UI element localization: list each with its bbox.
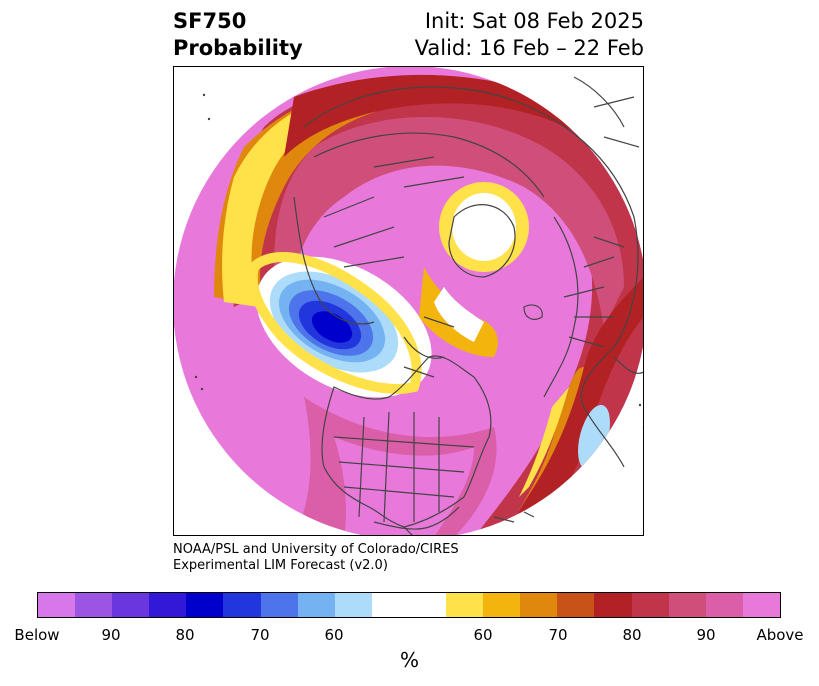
colorbar-swatch [557,593,595,617]
probability-field [174,67,643,535]
colorbar-swatch [408,593,447,617]
colorbar-swatch [446,593,484,617]
tick-label: 90 [101,626,121,644]
title-left: SF750 Probability [173,8,303,62]
colorbar-swatch [594,593,632,617]
colorbar-swatch [334,593,372,617]
colorbar-swatch [483,593,521,617]
colorbar-swatch [631,593,669,617]
title-right: Init: Sat 08 Feb 2025 Valid: 16 Feb – 22… [415,8,644,62]
product-type: Probability [173,36,303,60]
colorbar-swatch [223,593,261,617]
tick-label: Above [756,626,804,644]
tick-label: 70 [250,626,270,644]
colorbar-swatch [112,593,150,617]
colorbar-swatch [38,593,76,617]
tick-label: 60 [473,626,493,644]
colorbar-swatch [742,593,780,617]
credit-line-1: NOAA/PSL and University of Colorado/CIRE… [173,542,459,557]
colorbar-swatch [149,593,187,617]
colorbar-unit: % [399,648,419,672]
coastlines [293,76,643,535]
tick-label: 60 [324,626,344,644]
init-date: Init: Sat 08 Feb 2025 [424,9,644,33]
variable-name: SF750 [173,9,247,33]
credit-line-2: Experimental LIM Forecast (v2.0) [173,558,388,573]
tick-label: 90 [696,626,716,644]
map-canvas [174,67,643,535]
colorbar-swatch [297,593,335,617]
colorbar [37,592,781,618]
valid-range: Valid: 16 Feb – 22 Feb [414,36,644,60]
colorbar-swatch [186,593,224,617]
colorbar-swatch [705,593,743,617]
colorbar-swatch [371,593,409,617]
colorbar-swatch [668,593,706,617]
tick-label: 80 [622,626,642,644]
colorbar-swatch [520,593,558,617]
colorbar-ticks: Below 90 80 70 60 60 70 80 90 Above [0,626,819,646]
credit-text: NOAA/PSL and University of Colorado/CIRE… [173,542,459,574]
island-dots [194,93,643,428]
tick-label: 80 [175,626,195,644]
colorbar-swatch [75,593,113,617]
forecast-map [173,66,644,536]
tick-label: Below [14,626,60,644]
tick-label: 70 [548,626,568,644]
colorbar-swatch [260,593,298,617]
